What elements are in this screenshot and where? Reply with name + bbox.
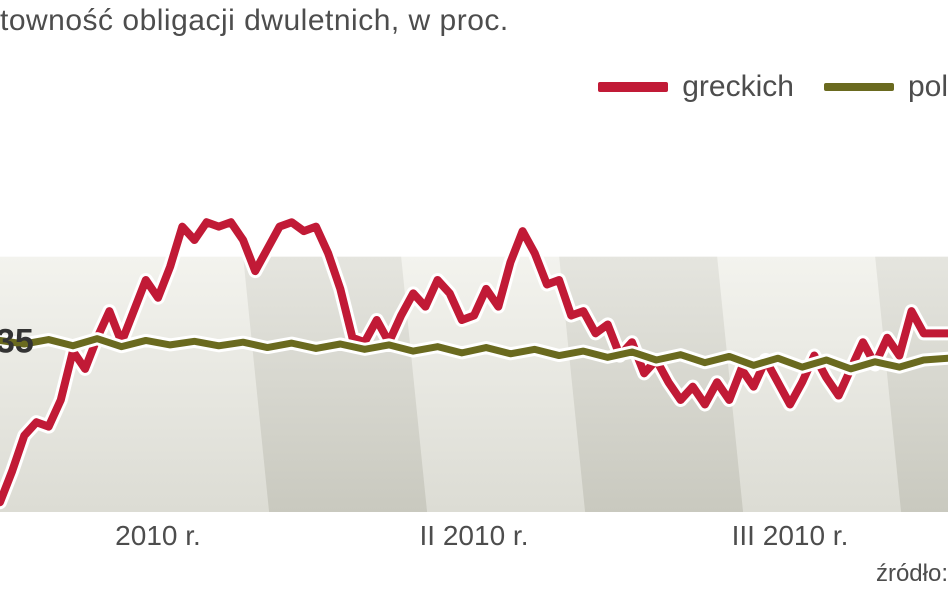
bond-yield-chart: towność obligacji dwuletnich, w proc. gr… xyxy=(0,0,948,593)
x-tick-label: III 2010 r. xyxy=(732,520,849,552)
legend: greckich pol xyxy=(598,70,948,104)
legend-label: greckich xyxy=(682,70,794,104)
legend-swatch-greckich xyxy=(598,82,668,92)
legend-label: pol xyxy=(908,70,948,104)
x-tick-label: II 2010 r. xyxy=(420,520,529,552)
y-tick-label: 35 xyxy=(0,323,34,362)
legend-swatch-pol xyxy=(824,83,894,91)
chart-title: towność obligacji dwuletnich, w proc. xyxy=(0,4,509,38)
plot-area: 35 xyxy=(0,120,948,520)
x-tick-label: 2010 r. xyxy=(115,520,201,552)
source-label: źródło: xyxy=(876,560,948,588)
legend-item-greckich: greckich xyxy=(598,70,794,104)
plot-svg xyxy=(0,120,948,520)
legend-item-pol: pol xyxy=(824,70,948,104)
x-axis: 2010 r. II 2010 r. III 2010 r. xyxy=(0,520,948,570)
